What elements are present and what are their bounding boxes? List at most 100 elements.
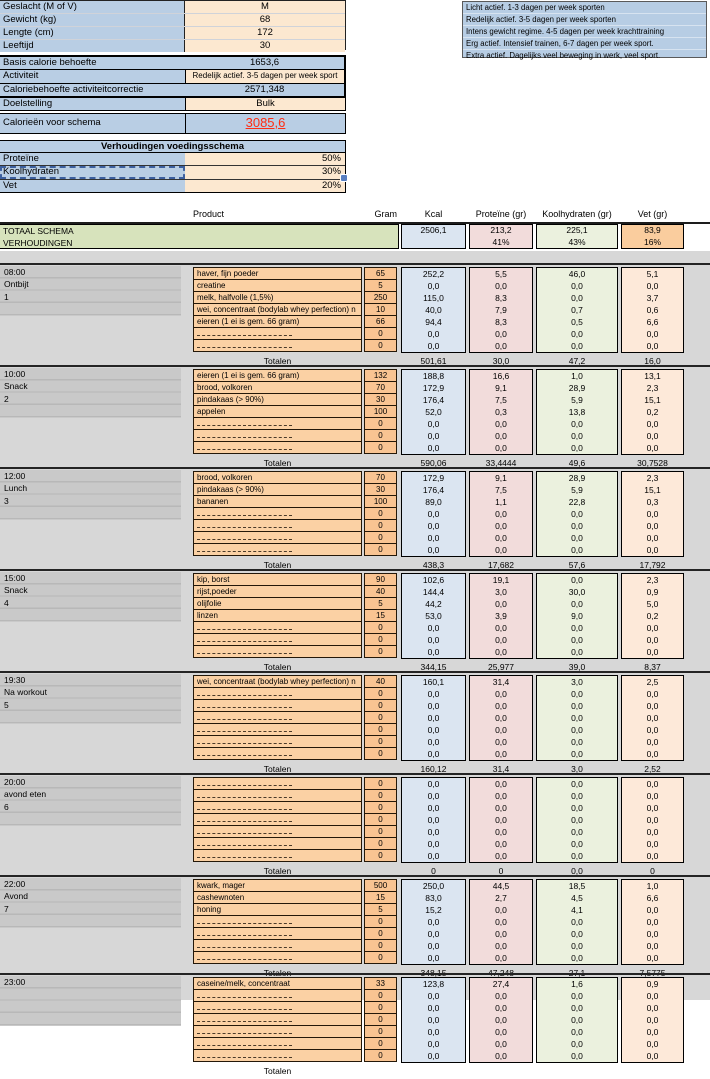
value-cell[interactable]: 0,0 xyxy=(495,431,507,441)
value-cell[interactable]: 3,0 xyxy=(571,677,583,687)
product-cell[interactable] xyxy=(193,1049,362,1062)
selection-fill-handle[interactable] xyxy=(340,173,348,182)
meal-number[interactable]: 3 xyxy=(4,495,9,506)
value-cell[interactable]: 0,0 xyxy=(571,1003,583,1013)
meal-time[interactable]: 08:00 xyxy=(4,267,26,277)
totalen-fat[interactable]: 30,7528 xyxy=(637,458,668,468)
value-cell[interactable]: 18,5 xyxy=(568,881,586,891)
value-cell[interactable]: 0,0 xyxy=(571,623,583,633)
value-cell[interactable]: 0,0 xyxy=(495,443,507,453)
value-cell[interactable]: 44,2 xyxy=(425,599,442,609)
value-cell[interactable]: 0,0 xyxy=(646,827,659,837)
value-cell[interactable]: 0,0 xyxy=(495,713,507,723)
value-cell[interactable]: 0,0 xyxy=(571,521,583,531)
meal-number[interactable]: 5 xyxy=(4,699,9,710)
value-cell[interactable]: 6,6 xyxy=(646,317,659,327)
product-cell[interactable]: wei, concentraat (bodylab whey perfectio… xyxy=(193,303,362,316)
ratio-label-selected[interactable]: Koolhydraten xyxy=(0,166,185,179)
ratio-value[interactable]: 30% xyxy=(185,166,345,179)
value-cell[interactable]: 94,4 xyxy=(425,317,442,327)
value-cell[interactable]: 16,6 xyxy=(492,371,510,381)
value-cell[interactable]: 15,1 xyxy=(644,485,661,495)
value-cell[interactable]: 0,0 xyxy=(495,647,507,657)
value-cell[interactable]: 0,0 xyxy=(571,991,583,1001)
value-cell[interactable]: 0,0 xyxy=(495,851,507,861)
profile-value[interactable]: M xyxy=(185,1,345,13)
product-cell[interactable] xyxy=(193,339,362,352)
meal-number[interactable]: 7 xyxy=(4,903,9,914)
profile-value[interactable]: 172 xyxy=(185,27,345,39)
value-cell[interactable]: 2,3 xyxy=(646,473,659,483)
value-cell[interactable]: 0,0 xyxy=(646,1003,659,1013)
value-cell[interactable]: 0,0 xyxy=(646,749,659,759)
value-cell[interactable]: 0,0 xyxy=(427,749,440,759)
value-cell[interactable]: 0,0 xyxy=(571,647,583,657)
value-cell[interactable]: 0,2 xyxy=(646,611,659,621)
totalen-kcal[interactable]: 0 xyxy=(431,866,436,876)
gram-cell[interactable]: 0 xyxy=(364,951,397,964)
value-cell[interactable]: 2,5 xyxy=(646,677,659,687)
value-cell[interactable]: 0,0 xyxy=(495,839,507,849)
value-cell[interactable]: 0,0 xyxy=(495,941,507,951)
value-cell[interactable]: 0,0 xyxy=(646,815,659,825)
value-cell[interactable]: 0,0 xyxy=(571,953,583,963)
meal-name[interactable]: Lunch xyxy=(4,483,28,494)
value-cell[interactable]: 0,2 xyxy=(646,407,659,417)
meal-time[interactable]: 19:30 xyxy=(4,675,26,685)
gram-cell[interactable]: 500 xyxy=(364,879,397,892)
value-cell[interactable]: 13,8 xyxy=(568,407,586,417)
totalen-carbs[interactable]: 0,0 xyxy=(571,866,583,876)
value-cell[interactable]: 0,0 xyxy=(646,851,659,861)
value-cell[interactable]: 0,0 xyxy=(427,991,440,1001)
value-cell[interactable]: 5,1 xyxy=(646,269,659,279)
value-cell[interactable]: 15,1 xyxy=(644,395,661,405)
value-cell[interactable]: 0,0 xyxy=(427,725,440,735)
value-cell[interactable]: 0,0 xyxy=(495,341,507,351)
value-cell[interactable]: 0,0 xyxy=(571,329,583,339)
value-cell[interactable]: 0,0 xyxy=(646,419,659,429)
ratio-value[interactable]: 50% xyxy=(185,153,345,166)
value-cell[interactable]: 0,0 xyxy=(427,419,440,429)
value-cell[interactable]: 0,0 xyxy=(427,953,440,963)
value-cell[interactable]: 0,0 xyxy=(427,1015,440,1025)
value-cell[interactable]: 44,5 xyxy=(492,881,510,891)
gram-cell[interactable]: 0 xyxy=(364,645,397,658)
meal-number[interactable]: 2 xyxy=(4,393,9,404)
value-cell[interactable]: 31,4 xyxy=(492,677,510,687)
value-cell[interactable]: 0,0 xyxy=(427,1027,440,1037)
gram-cell[interactable]: 0 xyxy=(364,543,397,556)
value-cell[interactable]: 0,0 xyxy=(427,623,440,633)
totalen-kcal[interactable]: 344,15 xyxy=(420,662,447,672)
value-cell[interactable]: 1,0 xyxy=(571,371,583,381)
value-cell[interactable]: 0,0 xyxy=(495,953,507,963)
gram-cell[interactable]: 40 xyxy=(364,675,397,688)
product-cell[interactable] xyxy=(193,951,362,964)
totalen-kcal[interactable]: 590,06 xyxy=(420,458,447,468)
meal-name[interactable]: Avond xyxy=(4,891,28,902)
value-cell[interactable]: 0,0 xyxy=(571,545,583,555)
value-cell[interactable]: 4,5 xyxy=(571,893,583,903)
value-cell[interactable]: 5,5 xyxy=(495,269,507,279)
totalen-protein[interactable]: 33,4444 xyxy=(485,458,517,468)
totalen-carbs[interactable]: 47,2 xyxy=(568,356,586,366)
value-cell[interactable]: 1,6 xyxy=(571,979,583,989)
totalen-protein[interactable]: 25,977 xyxy=(488,662,514,672)
value-cell[interactable]: 0,0 xyxy=(646,647,659,657)
value-cell[interactable]: 0,0 xyxy=(646,701,659,711)
value-cell[interactable]: 0,0 xyxy=(427,1051,440,1061)
value-cell[interactable]: 0,0 xyxy=(427,533,440,543)
totalen-protein[interactable]: 0 xyxy=(498,866,504,876)
value-cell[interactable]: 0,0 xyxy=(495,815,507,825)
value-cell[interactable]: 0,0 xyxy=(427,701,440,711)
value-cell[interactable]: 0,0 xyxy=(571,341,583,351)
value-cell[interactable]: 0,0 xyxy=(646,953,659,963)
value-cell[interactable]: 0,0 xyxy=(427,647,440,657)
gram-cell[interactable]: 0 xyxy=(364,633,397,646)
value-cell[interactable]: 0,0 xyxy=(495,929,507,939)
value-cell[interactable]: 0,0 xyxy=(427,329,440,339)
value-cell[interactable]: 0,0 xyxy=(646,443,659,453)
value-cell[interactable]: 0,0 xyxy=(495,827,507,837)
product-cell[interactable] xyxy=(193,645,362,658)
value-cell[interactable]: 250,0 xyxy=(422,881,445,891)
meal-time[interactable]: 22:00 xyxy=(4,879,26,889)
